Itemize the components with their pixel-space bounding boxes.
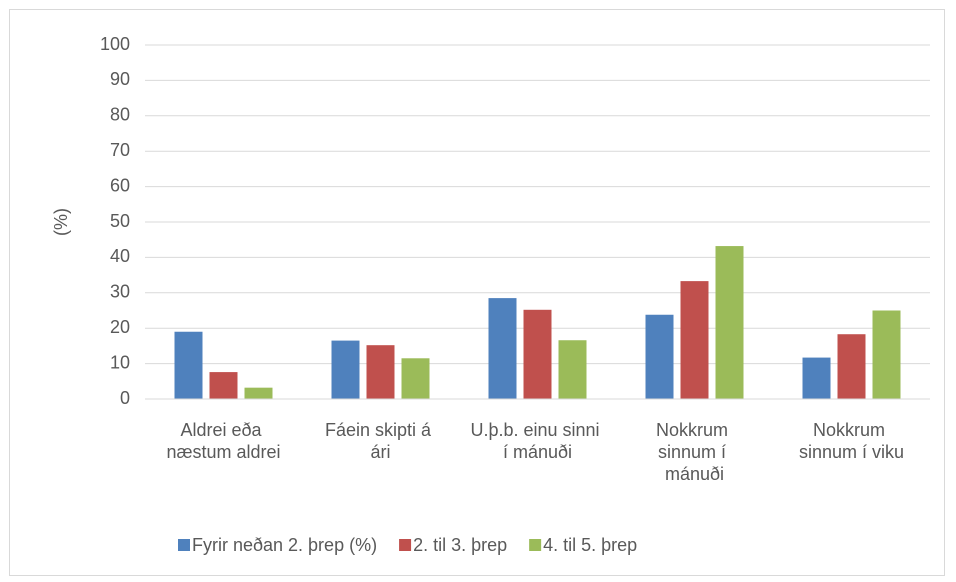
bar: [645, 314, 674, 399]
bar: [872, 310, 901, 399]
bar: [558, 340, 587, 399]
legend-swatch: [529, 539, 542, 551]
legend-label: Fyrir neðan 2. þrep (%): [192, 535, 377, 555]
y-tick-label: 90: [110, 69, 130, 89]
y-tick-label: 30: [110, 282, 130, 302]
y-tick-label: 0: [120, 388, 130, 408]
y-axis-label: (%): [51, 208, 71, 236]
y-tick-label: 70: [110, 140, 130, 160]
bar: [802, 357, 831, 399]
x-tick-label: Nokkrum sinnum í viku: [799, 420, 904, 462]
legend-label: 2. til 3. þrep: [413, 535, 507, 555]
y-tick-label: 80: [110, 105, 130, 125]
y-tick-label: 40: [110, 246, 130, 266]
y-tick-label: 10: [110, 352, 130, 372]
bar: [401, 358, 430, 399]
bar: [837, 334, 866, 399]
y-tick-label: 60: [110, 175, 130, 195]
x-tick-label: U.þ.b. einu sinni í mánuði: [470, 420, 604, 462]
legend-swatch: [399, 539, 412, 551]
bar: [715, 246, 744, 399]
bar: [174, 331, 203, 399]
bar: [523, 309, 552, 399]
x-tick-label: Aldrei eða næstum aldrei: [166, 420, 280, 462]
legend-label: 4. til 5. þrep: [543, 535, 637, 555]
x-tick-label: Fáein skipti á ári: [325, 420, 436, 462]
bar: [680, 281, 709, 399]
y-tick-label: 100: [100, 34, 130, 54]
bar: [331, 340, 360, 399]
legend-swatch: [178, 539, 190, 551]
bar: [366, 345, 395, 399]
y-tick-label: 20: [110, 317, 130, 337]
bar: [209, 372, 238, 399]
x-tick-label: Nokkrum sinnum í mánuði: [656, 420, 733, 484]
bar: [244, 387, 273, 399]
y-tick-label: 50: [110, 211, 130, 231]
bar: [488, 298, 517, 399]
